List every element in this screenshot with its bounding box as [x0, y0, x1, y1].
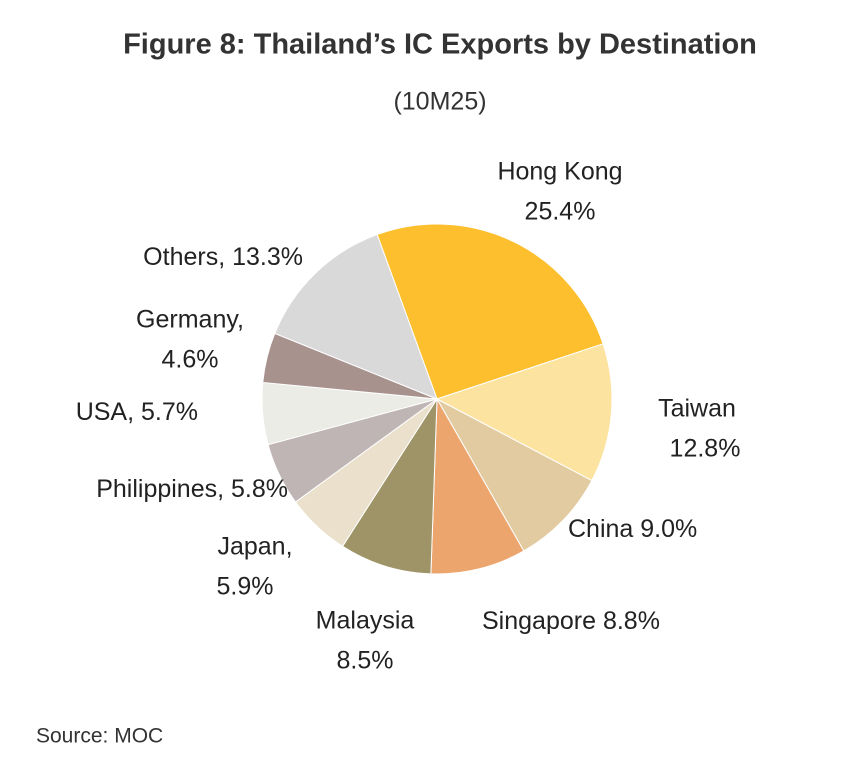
- slice-label: Philippines, 5.8%: [96, 475, 288, 503]
- pie-slice: [430, 397, 525, 575]
- category-name: Philippines,: [96, 475, 224, 503]
- value-label: 4.6%: [162, 346, 219, 374]
- pie-slice: [435, 343, 613, 482]
- slice-label: USA, 5.7%: [76, 398, 198, 426]
- pie-slice: [274, 233, 438, 400]
- slice-label: Others, 13.3%: [143, 243, 303, 271]
- category-name: Singapore: [482, 607, 596, 635]
- value-label: 25.4%: [525, 198, 596, 226]
- slice-label: Germany,: [136, 306, 244, 334]
- slice-label: Japan,: [217, 533, 292, 561]
- category-name: Others,: [143, 243, 225, 271]
- slice-label: China 9.0%: [568, 515, 697, 543]
- value-label: 13.3%: [232, 243, 303, 271]
- value-label: 5.7%: [141, 398, 198, 426]
- source-note: Source: MOC: [36, 725, 163, 748]
- value-label: 8.8%: [603, 607, 660, 635]
- value-label: 12.8%: [670, 435, 741, 463]
- slice-label: Malaysia: [316, 607, 415, 635]
- category-name: USA,: [76, 398, 134, 426]
- pie-slice: [376, 223, 604, 400]
- slice-label: Taiwan: [658, 395, 736, 423]
- pie-slice: [341, 397, 438, 575]
- slice-label: Singapore 8.8%: [482, 607, 660, 635]
- value-label: 8.5%: [337, 647, 394, 675]
- slice-label: Hong Kong: [497, 158, 622, 186]
- value-label: 9.0%: [640, 515, 697, 543]
- category-name: China: [568, 515, 633, 543]
- chart-title: Figure 8: Thailand’s IC Exports by Desti…: [123, 29, 757, 61]
- value-label: 5.9%: [217, 573, 274, 601]
- chart-subtitle: (10M25): [393, 88, 486, 116]
- value-label: 5.8%: [231, 475, 288, 503]
- pie-slice: [435, 397, 593, 552]
